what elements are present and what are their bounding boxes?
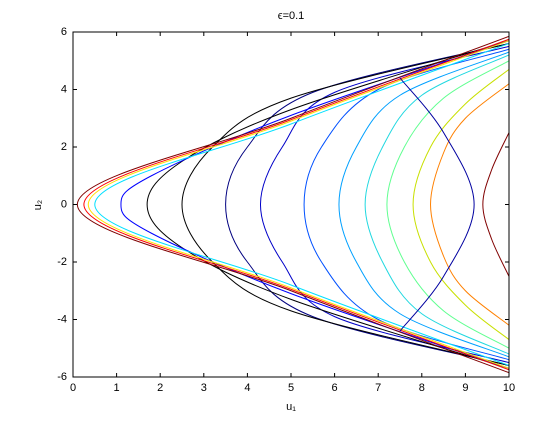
y-axis-label: u₂ <box>32 200 44 210</box>
contour-line <box>225 43 510 366</box>
x-tick-label: 2 <box>157 382 163 394</box>
x-tick-label: 7 <box>375 382 381 394</box>
x-tick-label: 4 <box>244 382 250 394</box>
y-tick-label: 0 <box>61 198 67 210</box>
contour-line <box>482 132 510 277</box>
contour-line <box>87 40 510 369</box>
contour-line <box>412 68 510 341</box>
x-tick-label: 3 <box>201 382 207 394</box>
contour-line <box>94 43 510 366</box>
y-tick-label: 2 <box>61 141 67 153</box>
x-axis-label: u₁ <box>286 401 296 413</box>
x-tick-label: 9 <box>462 382 468 394</box>
x-tick-label: 6 <box>332 382 338 394</box>
y-tick-label: -2 <box>57 256 67 268</box>
contour-line <box>430 83 510 326</box>
y-tick-label: 4 <box>61 83 67 95</box>
plot-area <box>73 32 509 377</box>
x-tick-label: 0 <box>70 382 76 394</box>
contour-line <box>146 40 510 369</box>
y-tick-label: -4 <box>57 313 67 325</box>
y-tick-label: -6 <box>57 371 67 383</box>
y-tick-label: 6 <box>61 26 67 38</box>
contour-line <box>259 45 510 364</box>
contour-line <box>364 54 510 355</box>
x-tick-label: 1 <box>114 382 120 394</box>
contour-line <box>83 38 510 371</box>
contour-line <box>386 60 510 349</box>
x-tick-label: 10 <box>503 382 515 394</box>
contour-line <box>338 51 510 358</box>
contour-line <box>181 43 510 366</box>
chart-title: ϵ=0.1 <box>278 10 305 22</box>
contour-line <box>120 40 510 369</box>
contour-line <box>76 35 510 374</box>
contour-line <box>399 77 475 332</box>
x-tick-label: 8 <box>419 382 425 394</box>
x-tick-label: 5 <box>288 382 294 394</box>
